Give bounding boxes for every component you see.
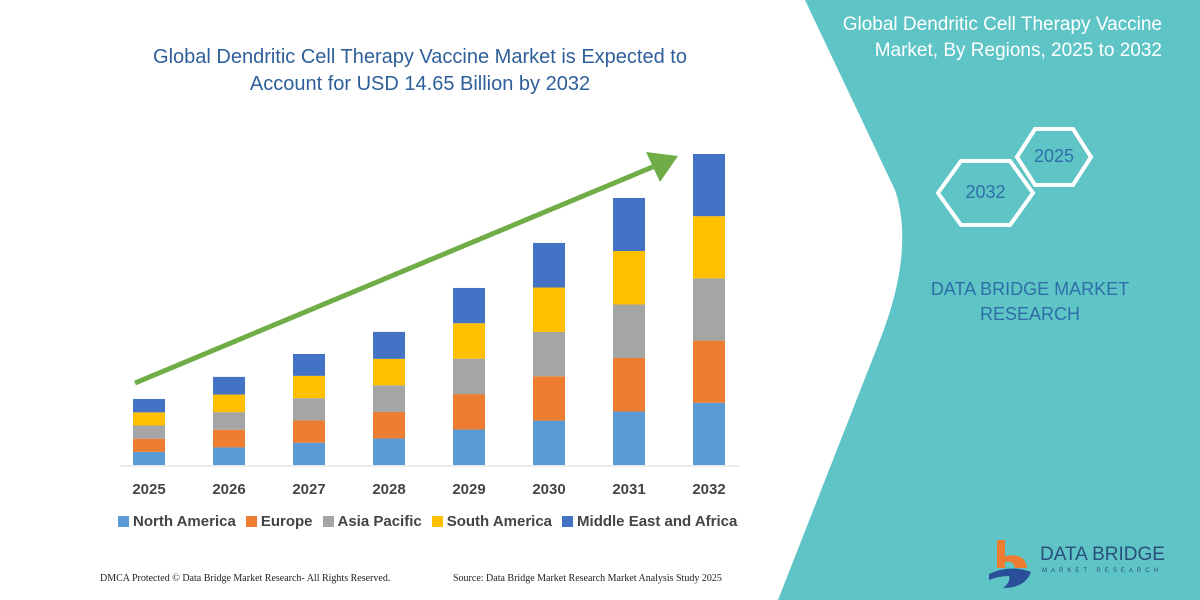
bar-segment-2031-1 (613, 358, 645, 412)
hexagon-2025 (1014, 127, 1094, 187)
legend-label: North America (133, 513, 236, 530)
legend-swatch (118, 516, 129, 527)
bar-segment-2029-3 (453, 323, 485, 359)
bar-segment-2029-4 (453, 287, 485, 324)
bar-segment-2030-4 (533, 242, 565, 288)
bar-segment-2028-2 (373, 385, 405, 412)
brand-text: DATA BRIDGE MARKET RESEARCH (930, 279, 1130, 324)
legend-swatch (562, 516, 574, 527)
bar-segment-2028-4 (373, 331, 405, 359)
x-tick-label: 2030 (532, 481, 565, 498)
bar-segment-2031-3 (613, 251, 645, 305)
x-tick-label: 2031 (612, 481, 645, 498)
footer-copyright: DMCA Protected © Data Bridge Market Rese… (100, 573, 391, 584)
footer-source: Source: Data Bridge Market Research Mark… (453, 573, 722, 584)
bar-segment-2025-1 (133, 438, 165, 452)
bar-segment-2031-0 (613, 411, 645, 465)
bar-segment-2026-3 (213, 394, 245, 413)
bar-segment-2030-2 (533, 331, 565, 377)
legend-item: Middle East and Africa (562, 513, 737, 530)
trend-arrowhead-icon (646, 152, 678, 182)
side-panel-title: Global Dendritic Cell Therapy Vaccine Ma… (842, 14, 1162, 61)
legend: North America Europe Asia Pacific South Ame… (118, 513, 737, 530)
legend-label: Europe (260, 513, 313, 530)
legend-item: South America (431, 513, 553, 530)
logo-text: DATA BRIDGE (1040, 544, 1165, 565)
bar-segment-2026-0 (213, 447, 245, 465)
hexagon-2032 (935, 159, 1036, 227)
x-tick-label: 2027 (292, 481, 325, 498)
x-tick-label: 2032 (692, 481, 725, 498)
bar-segment-2026-2 (213, 412, 245, 430)
legend-label: Middle East and Africa (577, 513, 738, 530)
legend-label: South America (446, 513, 553, 530)
bar-segment-2027-0 (293, 442, 325, 465)
legend-item: Europe (245, 513, 313, 530)
bar-segment-2032-4 (693, 154, 725, 217)
hex-year-2032: 2032 (965, 182, 1006, 202)
logo-subtext: MARKET RESEARCH (1042, 568, 1162, 574)
x-tick-label: 2025 (132, 481, 165, 498)
bar-segment-2032-2 (693, 278, 725, 341)
bar-segment-2032-1 (693, 340, 725, 403)
bar-segment-2028-0 (373, 438, 405, 465)
bar-segment-2026-4 (213, 376, 245, 395)
hex-year-2025: 2025 (1033, 146, 1075, 166)
x-tick-label: 2026 (212, 481, 245, 498)
stacked-bar-chart: 2025 2026 2027 2028 2029 2030 2031 2032 (132, 154, 726, 498)
bar-segment-2025-2 (133, 425, 165, 439)
legend-item: Asia Pacific (322, 513, 422, 530)
bar-segment-2027-4 (293, 353, 325, 376)
bar-segment-2032-3 (693, 216, 725, 279)
trend-arrow (134, 163, 656, 386)
bar-segment-2032-0 (693, 402, 725, 465)
bar-segment-2028-1 (373, 411, 405, 439)
legend-item: North America (118, 513, 236, 530)
x-tick-label: 2028 (372, 481, 405, 498)
chart-title: Global Dendritic Cell Therapy Vaccine Ma… (153, 46, 687, 95)
bar-segment-2030-3 (533, 287, 565, 332)
bar-segment-2027-2 (293, 398, 325, 421)
bar-segment-2029-0 (453, 429, 485, 465)
bar-segment-2026-1 (213, 429, 245, 448)
legend-swatch (245, 516, 257, 527)
bar-segment-2027-3 (293, 375, 325, 399)
legend-swatch (322, 516, 334, 527)
bar-segment-2030-1 (533, 376, 565, 421)
bar-segment-2031-2 (613, 304, 645, 359)
bar-segment-2025-4 (133, 398, 165, 413)
side-panel-shape (778, 0, 1200, 600)
legend-label: Asia Pacific (337, 513, 422, 530)
bar-segment-2030-0 (533, 420, 565, 465)
bar-segment-2031-4 (613, 197, 645, 252)
bar-segment-2027-1 (293, 420, 325, 443)
bar-segment-2028-3 (373, 358, 405, 386)
bar-segment-2029-1 (453, 394, 485, 430)
bar-segment-2029-2 (453, 358, 485, 395)
legend-swatch (431, 516, 443, 527)
x-tick-label: 2029 (452, 481, 485, 498)
data-bridge-logo (989, 540, 1031, 588)
bar-segment-2025-3 (133, 412, 165, 426)
bar-segment-2025-0 (133, 451, 165, 465)
